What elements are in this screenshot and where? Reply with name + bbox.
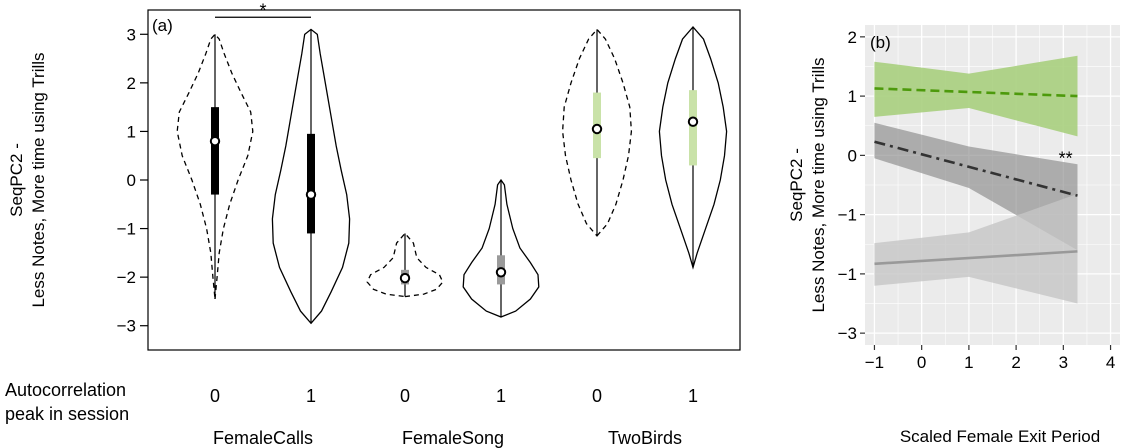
autocorr-label: 0 [210, 386, 220, 406]
y-tick-label-b: 1 [848, 87, 857, 106]
y-tick-label-a: −1 [117, 220, 136, 239]
y-tick-label-b: 0 [848, 146, 857, 165]
x-label-b: Scaled Female Exit Period [900, 427, 1100, 446]
confidence-ribbon [874, 193, 1078, 304]
autocorr-label: 0 [400, 386, 410, 406]
x-axis-labels-a: 0 1 0 1 0 1 FemaleCalls FemaleSong TwoBirds [210, 386, 698, 448]
row-label-line1: Autocorrelation [5, 380, 126, 400]
x-tick-label-b: 1 [964, 353, 973, 372]
violin-outline [561, 28, 633, 237]
regression-line [874, 140, 1078, 197]
violin-panel: (a) −3 −2 −1 0 1 2 3 * 0 1 0 1 0 1 FemaleCalls Female… [5, 0, 741, 448]
violin-median-point [305, 189, 317, 200]
autocorr-label: 1 [306, 386, 316, 406]
regression-line [874, 87, 1078, 98]
y-tick-label-b: 2 [848, 28, 857, 47]
significance-bracket: * [215, 0, 311, 20]
group-name-label: TwoBirds [608, 428, 682, 448]
violin-median-point [591, 123, 603, 135]
violin-median-point [399, 272, 411, 284]
axes-b: −1 0 1 2 3 4 2 1 0 −1 −1 −3 [838, 28, 1116, 372]
violins [176, 26, 728, 325]
plot-frame-a [147, 9, 741, 351]
y-label-b-line1: SeqPC2 - [787, 148, 806, 222]
y-tick-label-b: −1 [838, 206, 857, 225]
y-tick-label-a: −3 [117, 317, 136, 336]
y-label-b-line2: Less Notes, More time using Trills [809, 57, 828, 312]
group-name-label: FemaleCalls [213, 428, 313, 448]
y-tick-label-b: −1 [838, 265, 857, 284]
y-tick-label-a: 3 [127, 25, 136, 44]
y-label-a-line1: SeqPC2 - [7, 143, 26, 217]
regression-panel: −1 0 1 2 3 4 2 1 0 −1 −1 −3 (b) ** SeqPC2 - Less No… [787, 25, 1120, 446]
y-label-a-line2: Less Notes, More time using Trills [29, 52, 48, 307]
violin-median-point [209, 135, 221, 147]
violin-iqr-box [689, 90, 697, 166]
y-axis-a: −3 −2 −1 0 1 2 3 [117, 25, 148, 336]
y-tick-label-a: 1 [127, 122, 136, 141]
violin-outline [176, 33, 254, 300]
x-tick-label-b: 3 [1059, 353, 1068, 372]
panel-label-b: (b) [870, 33, 891, 52]
autocorr-label: 0 [592, 386, 602, 406]
violin-outline [366, 232, 444, 298]
violin-median-point [495, 267, 507, 278]
autocorr-label: 1 [688, 386, 698, 406]
regression-line [874, 250, 1078, 266]
violin-iqr-box [307, 133, 315, 234]
x-tick-label-b: −1 [865, 353, 884, 372]
violin-median-point [687, 116, 699, 127]
group-name-label: FemaleSong [402, 428, 504, 448]
panel-label-a: (a) [152, 16, 173, 35]
significance-annotation-b: ** [1059, 148, 1073, 168]
x-tick-label-b: 0 [917, 353, 926, 372]
y-tick-label-a: −2 [117, 268, 136, 287]
violin-iqr-box [211, 107, 219, 195]
x-tick-label-b: 4 [1106, 353, 1115, 372]
y-tick-label-a: 2 [127, 74, 136, 93]
confidence-ribbon [874, 55, 1078, 137]
regression-lines [874, 87, 1078, 266]
y-tick-label-a: 0 [127, 171, 136, 190]
autocorr-label: 1 [496, 386, 506, 406]
y-tick-label-b: −3 [838, 324, 857, 343]
x-tick-label-b: 2 [1011, 353, 1020, 372]
row-label-line2: peak in session [5, 404, 129, 424]
violin-outline [271, 28, 351, 325]
significance-star: * [259, 0, 266, 20]
